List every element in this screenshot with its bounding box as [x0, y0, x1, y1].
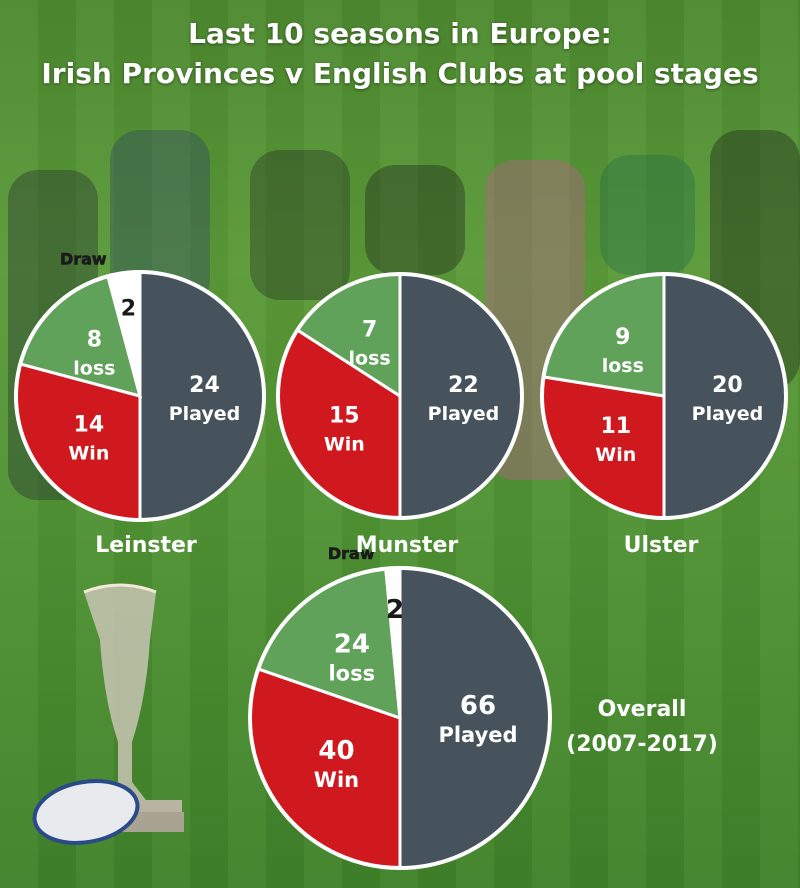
data-label-draw: 2: [386, 595, 404, 625]
data-label-loss: 9: [615, 325, 630, 350]
pie-outline: [248, 566, 552, 870]
data-label-played: 20: [712, 373, 743, 398]
data-label-loss: 24: [334, 630, 370, 660]
slice-label-loss: loss: [349, 347, 391, 369]
rugby-ball-icon: [32, 779, 140, 845]
pie-outline: [276, 272, 524, 520]
slice-label-loss: loss: [73, 357, 115, 379]
slice-label-played: Played: [438, 723, 517, 747]
draw-callout: Draw: [60, 249, 107, 268]
player-silhouette: [600, 155, 695, 275]
slice-label-win: Win: [324, 433, 365, 455]
data-label-win: 11: [600, 414, 631, 439]
player-silhouette: [365, 165, 465, 275]
pie-name-leinster: Leinster: [95, 533, 197, 558]
pie-name-ulster: Ulster: [624, 533, 699, 558]
data-label-win: 40: [318, 736, 354, 766]
slice-label-win: Win: [68, 442, 109, 464]
slice-label-played: Played: [428, 403, 500, 425]
data-label-played: 66: [460, 691, 496, 721]
slice-label-win: Win: [314, 768, 359, 792]
chart-title: Last 10 seasons in Europe: Irish Provinc…: [0, 14, 800, 94]
slice-label-played: Played: [169, 403, 241, 425]
player-silhouette: [110, 130, 210, 310]
pie-leinster: 24 Played 14 Win 8 loss 2 Draw: [14, 249, 266, 522]
data-label-draw: 2: [121, 296, 136, 321]
data-label-played: 24: [189, 373, 220, 398]
pie-outline: [540, 272, 788, 520]
data-label-loss: 8: [87, 327, 102, 352]
player-silhouette: [250, 150, 350, 300]
slice-label-loss: loss: [602, 355, 644, 377]
slice-label-win: Win: [595, 444, 636, 466]
data-label-win: 14: [74, 412, 105, 437]
overall-label-line-2: (2007-2017): [566, 732, 718, 757]
pie-munster: 22 Played 15 Win 7 loss: [276, 272, 524, 520]
title-line-2: Irish Provinces v English Clubs at pool …: [41, 57, 759, 90]
pie-name-munster: Munster: [356, 533, 459, 558]
slice-label-loss: loss: [328, 662, 375, 686]
overall-label-line-1: Overall: [598, 697, 687, 722]
data-label-loss: 7: [362, 317, 377, 342]
data-label-win: 15: [329, 403, 360, 428]
title-line-1: Last 10 seasons in Europe:: [188, 17, 612, 50]
pie-ulster: 20 Played 11 Win 9 loss: [540, 272, 788, 520]
pie-outline: [14, 270, 266, 522]
slice-label-played: Played: [692, 403, 764, 425]
data-label-played: 22: [448, 373, 479, 398]
draw-callout: Draw: [328, 544, 375, 563]
